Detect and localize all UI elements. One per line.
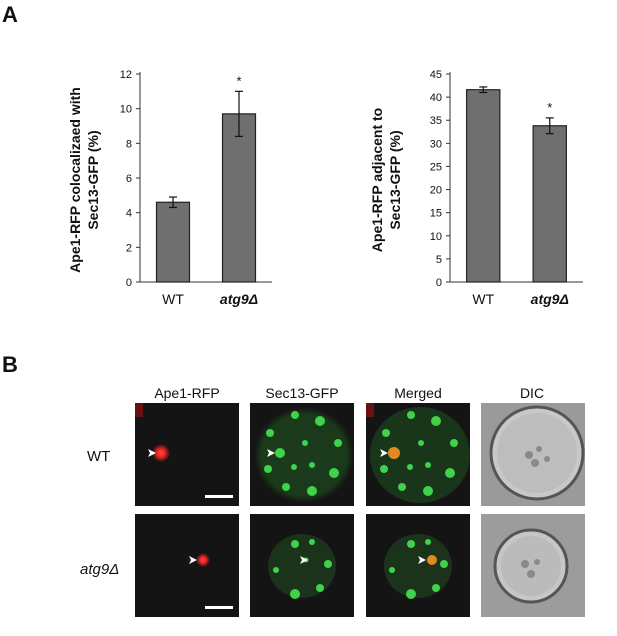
left-chart-significance-mark: * <box>236 73 241 88</box>
right-chart-y-tick-label: 25 <box>430 161 442 173</box>
column-header-sec13-gfp: Sec13-GFP <box>265 385 339 401</box>
arrowhead-icon <box>189 556 197 564</box>
chart-left-ylabel-line2: Sec13-GFP (%) <box>85 130 101 229</box>
right-chart-y-tick-label: 30 <box>430 138 442 150</box>
adjacency-bar-chart: 0 5 10 15 20 25 30 35 40 45 WT atg9Δ * Ape1-RFP adja… <box>369 69 583 307</box>
micrograph-wt-sec13-gfp <box>250 403 354 506</box>
micrograph-wt-ape1-rfp <box>135 403 239 506</box>
right-chart-y-tick-label: 35 <box>430 115 442 127</box>
left-chart-y-tick-label: 10 <box>120 104 132 116</box>
micrograph-wt-dic <box>481 403 585 506</box>
right-chart-y-tick-label: 20 <box>430 185 442 197</box>
panel-a-label: A <box>2 2 18 27</box>
ape1-dot <box>196 553 210 567</box>
right-chart-y-tick-label: 10 <box>430 231 442 243</box>
micrograph-atg9-ape1-rfp <box>135 514 239 617</box>
right-chart-y-tick-label: 0 <box>436 277 442 289</box>
right-chart-y-tick-label: 15 <box>430 208 442 220</box>
chart-right-ylabel-line2: Sec13-GFP (%) <box>387 130 403 229</box>
chart-left-ylabel-line1: Ape1-RFP colocalizaed with <box>67 87 83 273</box>
right-chart-bar <box>532 125 567 283</box>
left-chart-bar <box>155 201 191 283</box>
left-chart-y-tick-label: 8 <box>126 138 132 150</box>
micrograph-atg9-merged <box>366 514 470 617</box>
row-label-wt: WT <box>87 448 111 465</box>
chart-right-ylabel-line1: Ape1-RFP adjacent to <box>369 108 385 252</box>
micrograph-atg9-sec13-gfp <box>250 514 354 617</box>
ape1-dot <box>152 444 170 462</box>
micrograph-atg9-dic <box>481 514 585 617</box>
arrowhead-icon <box>380 449 388 457</box>
right-chart-y-tick-label: 45 <box>430 69 442 81</box>
column-header-merged: Merged <box>394 385 442 401</box>
panel-b-label: B <box>2 352 18 377</box>
left-chart-y-tick-label: 0 <box>126 277 132 289</box>
right-chart-x-tick-label: atg9Δ <box>531 291 569 307</box>
micrograph-wt-merged <box>366 403 470 506</box>
right-chart-significance-mark: * <box>547 100 552 115</box>
left-chart-x-tick-label: WT <box>162 291 184 307</box>
left-chart-y-tick-label: 4 <box>126 208 132 220</box>
arrowhead-icon <box>267 449 275 457</box>
row-label-atg9: atg9Δ <box>80 561 120 578</box>
arrowhead-icon <box>148 449 156 457</box>
column-header-ape1-rfp: Ape1-RFP <box>154 385 220 401</box>
right-chart-x-tick-label: WT <box>472 291 494 307</box>
left-chart-y-tick-label: 12 <box>120 69 132 81</box>
left-chart-y-tick-label: 2 <box>126 242 132 254</box>
right-chart-y-tick-label: 40 <box>430 92 442 104</box>
right-chart-bar <box>466 89 501 283</box>
arrowhead-icon <box>300 556 308 564</box>
left-chart-x-tick-label: atg9Δ <box>220 291 258 307</box>
scale-bar <box>205 606 233 609</box>
colocalization-bar-chart: 0 2 4 6 8 10 12 WT atg9Δ * Ape1-RFP colocalizaed … <box>67 69 272 307</box>
right-chart-y-tick-label: 5 <box>436 254 442 266</box>
scale-bar <box>205 495 233 498</box>
column-header-dic: DIC <box>519 385 545 401</box>
left-chart-bar <box>221 113 257 283</box>
left-chart-y-tick-label: 6 <box>126 173 132 185</box>
arrowhead-icon <box>418 556 426 564</box>
